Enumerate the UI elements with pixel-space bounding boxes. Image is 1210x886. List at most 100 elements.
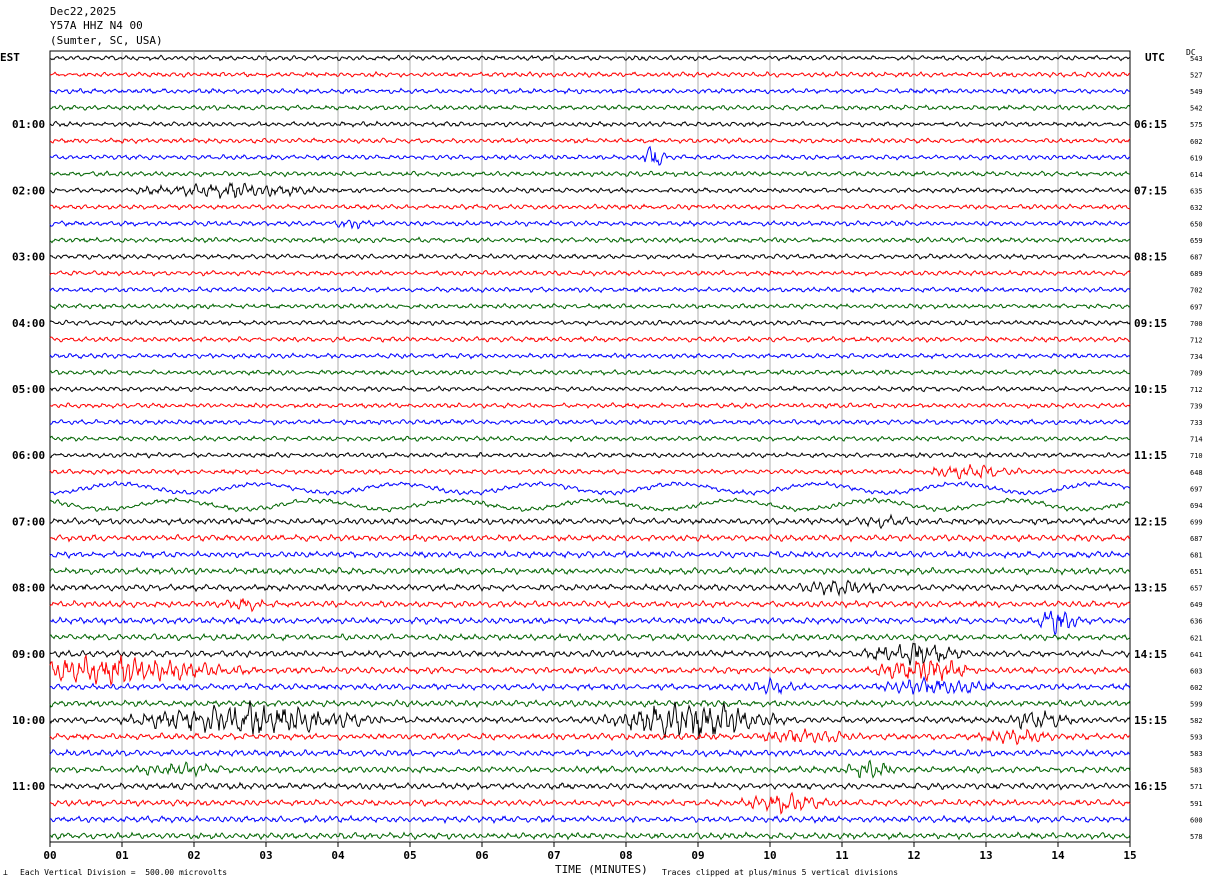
dc-value: 714 bbox=[1190, 436, 1203, 444]
x-tick-label: 08 bbox=[619, 849, 632, 862]
trace-row bbox=[49, 464, 1131, 480]
dc-value: 702 bbox=[1190, 287, 1203, 295]
dc-value: 697 bbox=[1190, 485, 1203, 493]
est-hour-label: 07:00 bbox=[12, 515, 45, 528]
trace-row bbox=[49, 497, 1131, 513]
trace-row bbox=[49, 642, 1131, 666]
dc-label: DC bbox=[1186, 48, 1196, 57]
trace-row bbox=[49, 335, 1131, 343]
trace-row bbox=[49, 54, 1131, 62]
dc-value: 657 bbox=[1190, 585, 1203, 593]
est-hour-label: 11:00 bbox=[12, 780, 45, 793]
x-tick-label: 14 bbox=[1051, 849, 1065, 862]
dc-value: 739 bbox=[1190, 403, 1203, 411]
trace-row bbox=[49, 181, 1131, 199]
x-tick-label: 01 bbox=[115, 849, 129, 862]
dc-value: 712 bbox=[1190, 386, 1203, 394]
dc-value: 578 bbox=[1190, 833, 1203, 841]
dc-value: 649 bbox=[1190, 601, 1203, 609]
x-tick-label: 05 bbox=[403, 849, 416, 862]
est-label: EST bbox=[0, 51, 20, 64]
dc-value: 542 bbox=[1190, 105, 1203, 113]
dc-value: 710 bbox=[1190, 452, 1203, 460]
trace-row bbox=[49, 145, 1131, 166]
dc-value: 689 bbox=[1190, 270, 1203, 278]
utc-hour-label: 07:15 bbox=[1134, 184, 1167, 197]
x-axis-label: TIME (MINUTES) bbox=[555, 863, 648, 876]
trace-row bbox=[49, 120, 1131, 128]
x-tick-label: 09 bbox=[691, 849, 704, 862]
dc-value: 650 bbox=[1190, 221, 1203, 229]
trace-row bbox=[49, 814, 1131, 825]
trace-row bbox=[49, 87, 1131, 95]
station-label: Y57A HHZ N4 00 bbox=[50, 19, 143, 32]
dc-value: 681 bbox=[1190, 552, 1203, 560]
dc-value: 694 bbox=[1190, 502, 1203, 510]
trace-row bbox=[49, 170, 1131, 178]
est-hour-label: 01:00 bbox=[12, 118, 45, 131]
est-hour-label: 09:00 bbox=[12, 648, 45, 661]
trace-row bbox=[49, 236, 1131, 244]
x-tick-label: 04 bbox=[331, 849, 345, 862]
dc-value: 549 bbox=[1190, 88, 1203, 96]
x-tick-label: 07 bbox=[547, 849, 560, 862]
dc-value: 659 bbox=[1190, 237, 1203, 245]
x-tick-label: 12 bbox=[907, 849, 920, 862]
trace-row bbox=[49, 368, 1131, 377]
trace-row bbox=[49, 748, 1131, 758]
utc-hour-label: 06:15 bbox=[1134, 118, 1167, 131]
dc-value: 614 bbox=[1190, 171, 1203, 179]
dc-value: 603 bbox=[1190, 667, 1203, 675]
dc-value: 621 bbox=[1190, 634, 1203, 642]
clip-text: Traces clipped at plus/minus 5 vertical … bbox=[662, 868, 899, 877]
trace-row bbox=[49, 699, 1131, 709]
trace-row bbox=[49, 203, 1131, 211]
dc-value: 712 bbox=[1190, 336, 1203, 344]
utc-hour-label: 10:15 bbox=[1134, 383, 1167, 396]
x-tick-label: 15 bbox=[1123, 849, 1136, 862]
dc-value: 648 bbox=[1190, 469, 1203, 477]
trace-row bbox=[49, 781, 1131, 791]
trace-row bbox=[49, 104, 1131, 112]
scale-marker: ⟂ bbox=[3, 868, 8, 877]
trace-row bbox=[49, 252, 1131, 261]
dc-value: 527 bbox=[1190, 72, 1203, 80]
dc-value: 593 bbox=[1190, 734, 1203, 742]
utc-hour-label: 16:15 bbox=[1134, 780, 1167, 793]
utc-hour-label: 12:15 bbox=[1134, 515, 1167, 528]
trace-row bbox=[49, 219, 1131, 230]
trace-row bbox=[49, 513, 1131, 530]
trace-row bbox=[49, 269, 1131, 277]
dc-value: 687 bbox=[1190, 254, 1203, 262]
est-hour-label: 10:00 bbox=[12, 714, 45, 727]
trace-row bbox=[49, 831, 1131, 841]
trace-row bbox=[49, 598, 1131, 613]
trace-row bbox=[49, 791, 1131, 815]
dc-value: 734 bbox=[1190, 353, 1203, 361]
x-tick-label: 03 bbox=[259, 849, 272, 862]
trace-row bbox=[49, 728, 1131, 746]
x-tick-label: 06 bbox=[475, 849, 489, 862]
utc-hour-label: 13:15 bbox=[1134, 582, 1167, 595]
dc-value: 632 bbox=[1190, 204, 1203, 212]
trace-row bbox=[49, 610, 1131, 637]
utc-label: UTC bbox=[1145, 51, 1165, 64]
x-tick-label: 02 bbox=[187, 849, 200, 862]
trace-row bbox=[49, 70, 1131, 79]
trace-row bbox=[49, 286, 1131, 294]
dc-value: 571 bbox=[1190, 783, 1203, 791]
dc-value: 700 bbox=[1190, 320, 1203, 328]
trace-row bbox=[49, 319, 1131, 327]
dc-value: 641 bbox=[1190, 651, 1203, 659]
utc-hour-label: 14:15 bbox=[1134, 648, 1167, 661]
trace-row bbox=[49, 385, 1131, 393]
est-hour-label: 02:00 bbox=[12, 184, 45, 197]
scale-text: Each Vertical Division = 500.00 microvol… bbox=[20, 868, 228, 877]
date-label: Dec22,2025 bbox=[50, 5, 117, 18]
dc-value: 583 bbox=[1190, 750, 1203, 758]
trace-row bbox=[49, 435, 1131, 443]
dc-value: 599 bbox=[1190, 700, 1203, 708]
dc-value: 543 bbox=[1190, 55, 1203, 63]
dc-value: 600 bbox=[1190, 816, 1203, 824]
trace-row bbox=[49, 675, 1131, 696]
